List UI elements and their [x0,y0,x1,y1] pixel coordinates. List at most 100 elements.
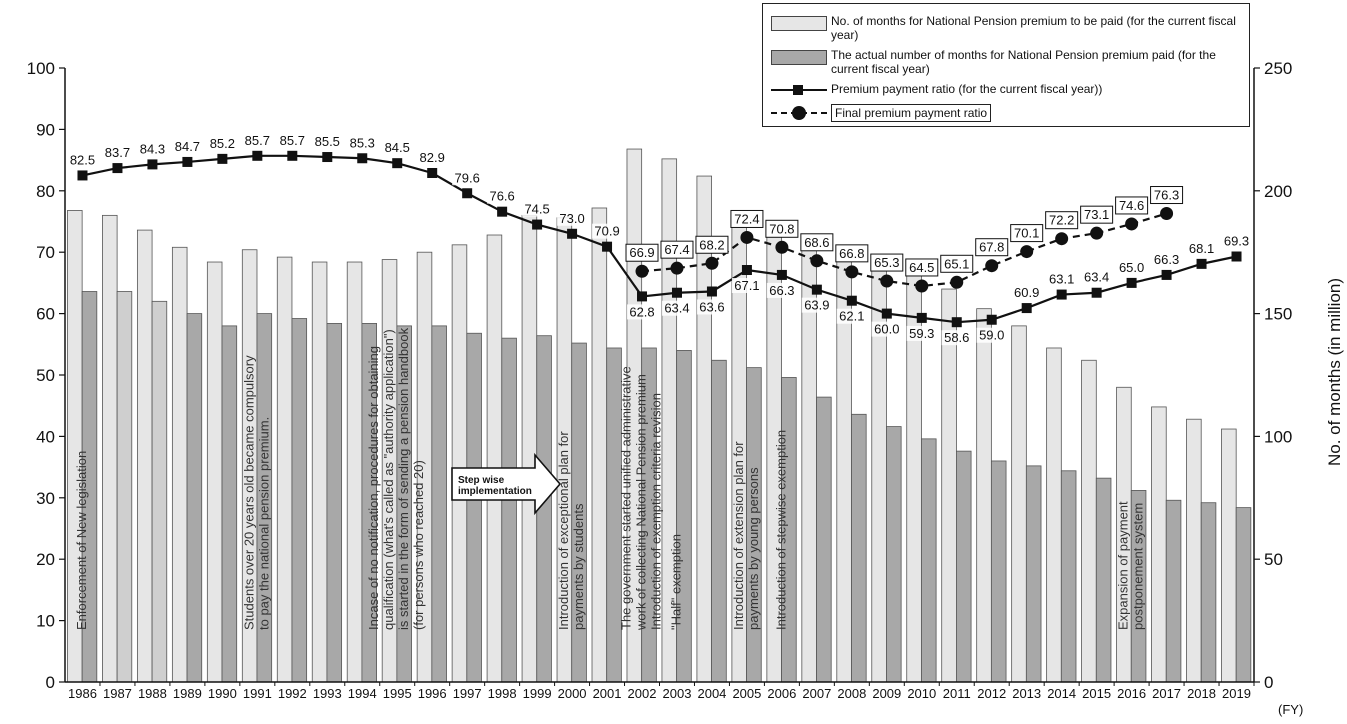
label-background [1221,233,1252,249]
final-ratio-label: 70.1 [1014,226,1039,241]
annotation-text: is started in the form of sending a pens… [396,327,411,630]
payment-ratio-label: 73.0 [559,211,584,226]
final-ratio-label: 65.3 [874,255,899,270]
x-tick-label: 1986 [68,686,97,701]
bar-actual-paid [151,300,168,683]
final-ratio-label: 74.6 [1119,198,1144,213]
final-ratio-marker [1160,207,1174,221]
label-background [522,201,553,217]
x-tick-label: 1989 [173,686,202,701]
label-background [452,170,483,186]
final-ratio-marker [1055,232,1069,246]
label-background [801,297,832,313]
bar-actual-paid [851,413,867,683]
bar-actual-paid [921,438,937,683]
label-background [696,299,727,315]
annotation-text: Introduction of exceptional plan for [556,431,571,630]
label-background [731,278,762,294]
payment-ratio-marker [287,150,298,161]
payment-ratio-marker [1196,258,1207,269]
annotation-text: to pay the national pension premium. [256,417,271,630]
x-tick-label: 2006 [767,686,796,701]
bar-actual-paid [886,426,902,683]
bar-actual-paid [501,337,517,683]
payment-ratio-marker [252,150,263,161]
label-background [277,132,308,148]
payment-ratio-label: 63.6 [699,299,724,314]
final-ratio-label: 65.1 [944,256,969,271]
payment-ratio-label: 85.3 [350,135,375,150]
final-ratio-marker [810,254,824,268]
x-tick-label: 1987 [103,686,132,701]
final-ratio-label-box [905,258,939,277]
x-tick-label: 2001 [593,686,622,701]
x-tick-label: 1994 [348,686,377,701]
legend-item-payment-ratio: Premium payment ratio (for the current f… [771,82,1241,98]
final-ratio-label: 70.8 [769,221,794,236]
annotation-text: qualification (what's called as "authori… [381,329,396,630]
final-ratio-label-box [1115,196,1149,215]
x-tick-label: 2011 [943,686,971,701]
payment-ratio-label: 85.7 [280,133,305,148]
legend-item-actual-paid: The actual number of months for National… [771,48,1241,76]
payment-ratio-marker [1056,289,1067,300]
left-tick-label: 50 [36,366,55,385]
x-tick-label: 1991 [243,686,272,701]
legend-label: No. of months for National Pension premi… [831,14,1236,42]
bar-actual-paid [1200,502,1217,683]
legend-label: Premium payment ratio (for the current f… [831,82,1103,96]
final-ratio-label-box [765,219,799,238]
bar-actual-paid [956,450,972,683]
payment-ratio-marker [1091,287,1102,298]
label-background [592,223,623,239]
left-tick-label: 80 [36,182,55,201]
annotation-text: postponement system [1131,503,1146,630]
label-background [102,145,133,161]
payment-ratio-label: 76.6 [489,189,514,204]
payment-ratio-label: 85.7 [245,133,270,148]
payment-ratio-marker [986,314,997,325]
right-tick-label: 250 [1264,59,1292,78]
bar-actual-paid [116,291,133,683]
bar-actual-paid [221,325,238,683]
x-tick-label: 2015 [1082,686,1111,701]
annotation-text: Enforcement of New legislation [74,451,89,630]
annotation-text: Expansion of payment [1116,501,1131,630]
bar-actual-paid [1025,465,1042,683]
payment-ratio-marker [1231,251,1242,262]
bar-to-be-paid [1186,418,1202,683]
payment-ratio-marker [602,241,613,252]
label-background [487,188,518,204]
payment-ratio-marker [567,228,578,239]
payment-ratio-line [82,154,1237,324]
payment-ratio-marker [77,170,88,181]
x-tick-label: 1995 [383,686,412,701]
payment-ratio-marker [1021,303,1032,314]
final-ratio-marker [670,261,684,275]
final-ratio-marker [845,265,859,279]
label-background [1151,251,1182,267]
label-background [312,134,343,150]
right-tick-label: 150 [1264,305,1292,324]
annotation-text: work of collecting National Pension prem… [634,374,649,631]
bar-to-be-paid [521,214,538,683]
payment-ratio-label: 63.1 [1049,272,1074,287]
payment-ratio-marker [706,286,717,297]
bar-actual-paid [1060,470,1077,683]
label-background [207,135,238,151]
legend-solid-line-marker [771,85,827,95]
x-tick-label: 2016 [1117,686,1146,701]
label-background [67,152,98,168]
payment-ratio-marker [951,317,962,328]
final-ratio-label-box [835,244,869,263]
final-ratio-marker [950,275,964,289]
bar-actual-paid [326,323,343,683]
x-tick-label: 2000 [558,686,587,701]
final-ratio-label: 72.2 [1049,213,1074,228]
payment-ratio-label: 68.1 [1189,241,1214,256]
x-tick-label: 2012 [977,686,1006,701]
bar-to-be-paid [1221,428,1237,683]
bar-actual-paid [431,325,447,683]
label-background [1116,259,1147,275]
final-ratio-line [641,212,1167,288]
